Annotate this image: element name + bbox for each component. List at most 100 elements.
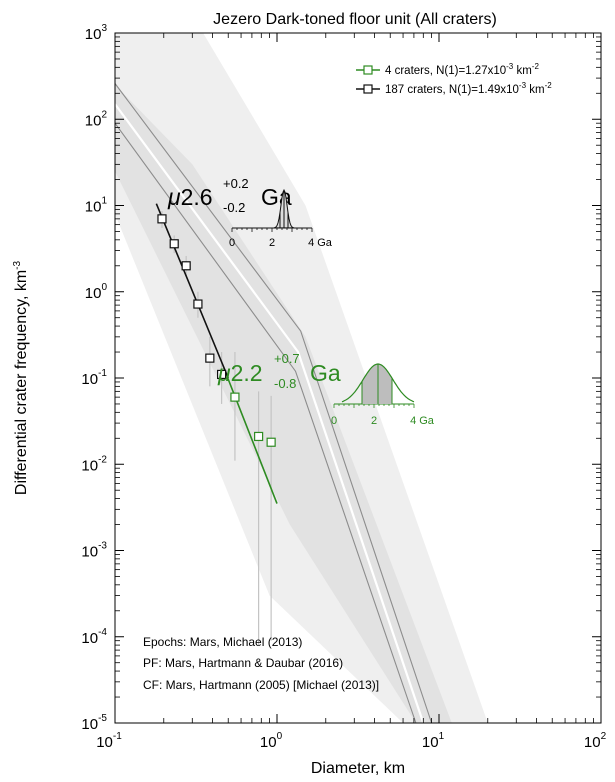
data-point [157, 214, 167, 224]
fit-line-0 [223, 367, 278, 504]
age-minus-black: -0.2 [223, 200, 245, 215]
legend-item-green: 4 craters, N(1)=1.27x10-3 km-2 [356, 62, 539, 77]
age-distribution-green: 0 2 4 Ga [331, 363, 435, 427]
age-dist-black-label-2: 2 [269, 237, 275, 249]
age-value-green: μ2.2 [217, 360, 263, 386]
y-tick-base: 10 [81, 716, 98, 733]
legend-marker-black [363, 84, 373, 94]
y-axis-label-main: Differential crater frequency, km [13, 270, 30, 495]
age-plus-black: +0.2 [223, 176, 249, 191]
y-tick-exp: 1 [101, 196, 107, 207]
y-tick-exp: 3 [101, 23, 107, 34]
x-tick-label: 102 [584, 731, 607, 751]
age-dist-black-label-4: 4 Ga [308, 237, 333, 249]
y-tick-label: 102 [85, 109, 108, 129]
y-tick-label: 103 [85, 23, 108, 43]
fit-line-1 [155, 203, 229, 379]
legend-black-sup: -3 [519, 81, 527, 90]
x-axis-label: Diameter, km [311, 760, 405, 777]
note-pf: PF: Mars, Hartmann & Daubar (2016) [143, 656, 343, 670]
data-point [205, 353, 215, 363]
legend-marker-green [363, 65, 373, 75]
y-tick-base: 10 [85, 112, 102, 129]
isochron-upper [114, 83, 433, 724]
legend: 4 craters, N(1)=1.27x10-3 km-2 187 crate… [356, 62, 552, 96]
isochron-lines [114, 83, 433, 724]
data-point [169, 239, 179, 249]
y-tick-label: 100 [85, 282, 108, 302]
x-tick-exp: 2 [601, 731, 607, 742]
chart-title: Jezero Dark-toned floor unit (All crater… [213, 11, 497, 28]
age-dist-green-label-2: 2 [371, 415, 377, 427]
x-tick-base: 10 [422, 734, 439, 751]
legend-green-tail: km [513, 65, 532, 77]
x-tick-base: 10 [260, 734, 277, 751]
y-tick-base: 10 [81, 544, 98, 561]
age-dist-black-label-0: 0 [229, 237, 235, 249]
y-tick-base: 10 [85, 26, 102, 43]
data-point [181, 261, 191, 271]
age-dist-green-label-0: 0 [331, 415, 337, 427]
age-label-green: μ2.2 +0.7 -0.8 Ga [217, 351, 341, 391]
y-tick-label: 10-5 [81, 713, 107, 733]
age-value-black: μ2.6 [167, 184, 213, 210]
y-tick-label: 10-3 [81, 541, 107, 561]
y-tick-base: 10 [85, 199, 102, 216]
y-tick-exp: -4 [98, 627, 107, 638]
data-point [216, 369, 227, 380]
x-tick-label: 101 [422, 731, 445, 751]
x-tick-exp: 0 [277, 731, 283, 742]
y-tick-label: 10-2 [81, 454, 107, 474]
age-unit-green: Ga [310, 360, 341, 386]
y-tick-exp: -3 [98, 541, 107, 552]
x-tick-base: 10 [584, 734, 601, 751]
data-point [266, 437, 276, 447]
series-layer [155, 203, 278, 646]
y-tick-exp: 2 [101, 109, 107, 120]
y-tick-base: 10 [81, 630, 98, 647]
y-tick-exp: -1 [98, 368, 107, 379]
y-tick-label: 10-1 [81, 368, 107, 388]
legend-text-black: 187 craters, N(1)=1.49x10-3 km-2 [385, 81, 552, 96]
x-tick-exp: -1 [113, 731, 122, 742]
x-tick-exp: 1 [439, 731, 445, 742]
age-dist-black-ticks [231, 190, 313, 232]
age-dist-green-range [362, 364, 392, 404]
y-tick-exp: -2 [98, 454, 107, 465]
y-axis-label-exponent: -3 [12, 260, 23, 269]
note-epochs: Epochs: Mars, Michael (2013) [143, 635, 302, 649]
age-dist-green-ticks [333, 364, 415, 408]
data-point [254, 431, 264, 442]
age-label-black: μ2.6 +0.2 -0.2 Ga [167, 176, 292, 215]
y-tick-exp: -5 [98, 713, 107, 724]
legend-text-green: 4 craters, N(1)=1.27x10-3 km-2 [385, 62, 539, 77]
legend-green-tail-sup: -2 [532, 62, 540, 71]
note-cf: CF: Mars, Hartmann (2005) [Michael (2013… [143, 678, 379, 692]
age-prefix-green: μ [217, 360, 231, 386]
isochron-white [114, 103, 425, 724]
isochron-bands [115, 33, 488, 723]
age-dist-green-label-4: 4 Ga [410, 415, 435, 427]
y-tick-exp: 0 [101, 282, 107, 293]
y-tick-base: 10 [85, 285, 102, 302]
age-number-black: 2.6 [181, 184, 213, 210]
x-axis-ticks: 10-1 100 101 102 [96, 33, 607, 751]
legend-green-main: 4 craters, N(1)=1.27x10 [385, 65, 506, 77]
isochron-lower [114, 122, 417, 724]
data-point [193, 299, 203, 309]
age-minus-green: -0.8 [274, 376, 296, 391]
age-number-green: 2.2 [231, 360, 263, 386]
legend-black-tail-sup: -2 [545, 81, 553, 90]
legend-black-tail: km [526, 84, 545, 96]
y-tick-label: 10-4 [81, 627, 107, 647]
x-tick-base: 10 [96, 734, 113, 751]
age-plus-green: +0.7 [274, 351, 300, 366]
legend-item-black: 187 craters, N(1)=1.49x10-3 km-2 [356, 81, 552, 96]
y-tick-base: 10 [81, 457, 98, 474]
legend-green-sup: -3 [506, 62, 514, 71]
age-distribution-black: 0 2 4 Ga [229, 188, 333, 249]
data-point [230, 392, 240, 402]
y-tick-label: 101 [85, 196, 108, 216]
y-axis-label: Differential crater frequency, km-3 [12, 260, 30, 495]
